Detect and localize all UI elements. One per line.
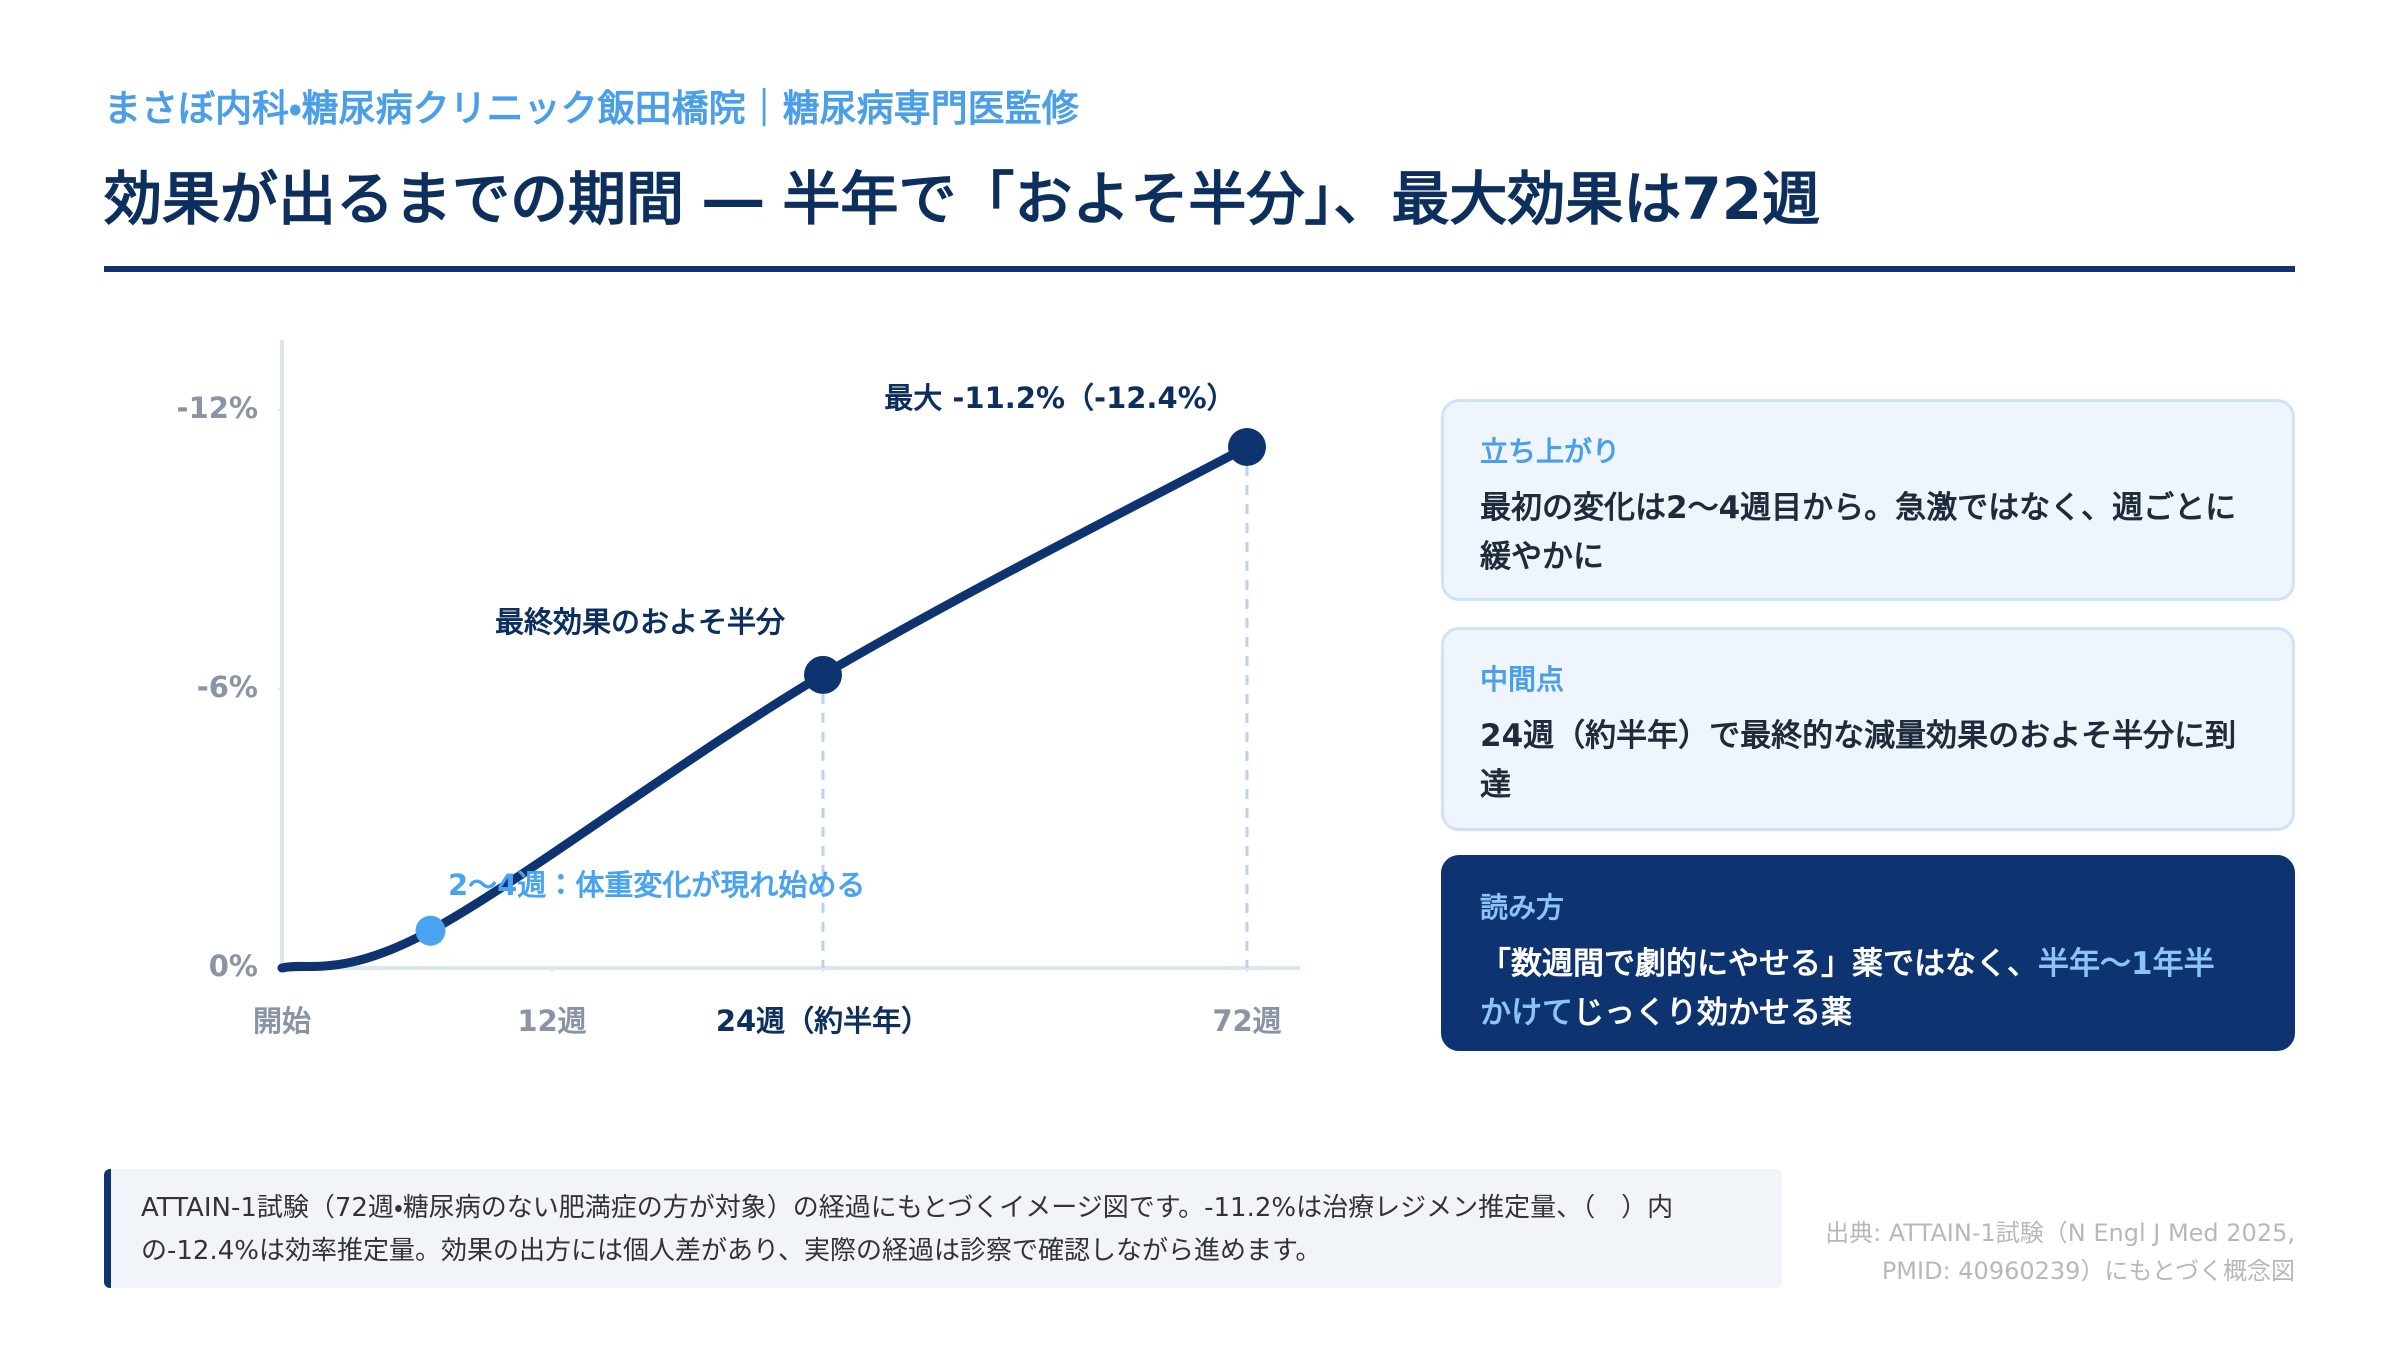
annotation: 最大 -11.2%（-12.4%） bbox=[884, 381, 1235, 415]
source: 出典: ATTAIN-1試験（N Engl J Med 2025, PMID: … bbox=[1825, 1214, 2295, 1290]
divider bbox=[104, 266, 2295, 272]
header-title: 効果が出るまでの期間 ― 半年で「およそ半分」、最大効果は72週 bbox=[104, 165, 1821, 233]
x-tick-label: 12週 bbox=[517, 1004, 586, 1038]
card-label: 立ち上がり bbox=[1480, 435, 1621, 468]
card-highlight: 半年〜1年半かけて bbox=[1480, 946, 2215, 1031]
y-tick-label: -12% bbox=[177, 391, 258, 425]
footnote: ATTAIN-1試験（72週・糖尿病のない肥満症の方が対象）の経過にもとづくイメ… bbox=[104, 1169, 1782, 1288]
card-text: じっくり効かせる薬 bbox=[1573, 995, 1852, 1031]
card-label: 読み方 bbox=[1480, 891, 1565, 924]
source-line: 出典: ATTAIN-1試験（N Engl J Med 2025, bbox=[1825, 1219, 2295, 1247]
card: 立ち上がり 最初の変化は2〜4週目から。急激ではなく、週ごとに緩やかに bbox=[1441, 399, 2295, 601]
chart: -12% -6% 0% 開始 12週 24週（約半年） 72週 最大 -11.2%（-12.4… bbox=[177, 340, 1300, 1038]
point bbox=[804, 655, 842, 694]
source-line: PMID: 40960239）にもとづく概念図 bbox=[1881, 1257, 2295, 1285]
card-body: 24週（約半年）で最終的な減量効果のおよそ半分に到達 bbox=[1480, 718, 2237, 803]
annotation: 最終効果のおよそ半分 bbox=[495, 605, 786, 639]
card-body: 最初の変化は2〜4週目から。急激ではなく、週ごとに緩やかに bbox=[1480, 490, 2237, 575]
card-body: 「数週間で劇的にやせる」薬ではなく、半年〜1年半かけてじっくり効かせる薬 bbox=[1480, 940, 2240, 1038]
x-tick-label: 72週 bbox=[1212, 1004, 1281, 1038]
line bbox=[277, 442, 1252, 973]
annotation: 2〜4週：体重変化が現れ始める bbox=[448, 868, 865, 902]
card: 中間点 24週（約半年）で最終的な減量効果のおよそ半分に到達 bbox=[1441, 627, 2295, 831]
point bbox=[415, 915, 446, 946]
x-tick-label: 開始 bbox=[253, 1004, 311, 1038]
y-tick-label: -6% bbox=[197, 670, 258, 704]
header-subtitle: まさぼ内科・糖尿病クリニック飯田橋院｜糖尿病専門医監修 bbox=[104, 87, 1079, 130]
x-tick-label: 24週（約半年） bbox=[716, 1004, 930, 1038]
y-tick-label: 0% bbox=[209, 949, 258, 983]
card-label: 中間点 bbox=[1480, 663, 1565, 696]
card: 読み方 「数週間で劇的にやせる」薬ではなく、半年〜1年半かけてじっくり効かせる薬 bbox=[1441, 855, 2295, 1051]
point bbox=[1228, 427, 1266, 466]
card-text: 「数週間で劇的にやせる」薬ではなく、 bbox=[1480, 946, 2038, 982]
